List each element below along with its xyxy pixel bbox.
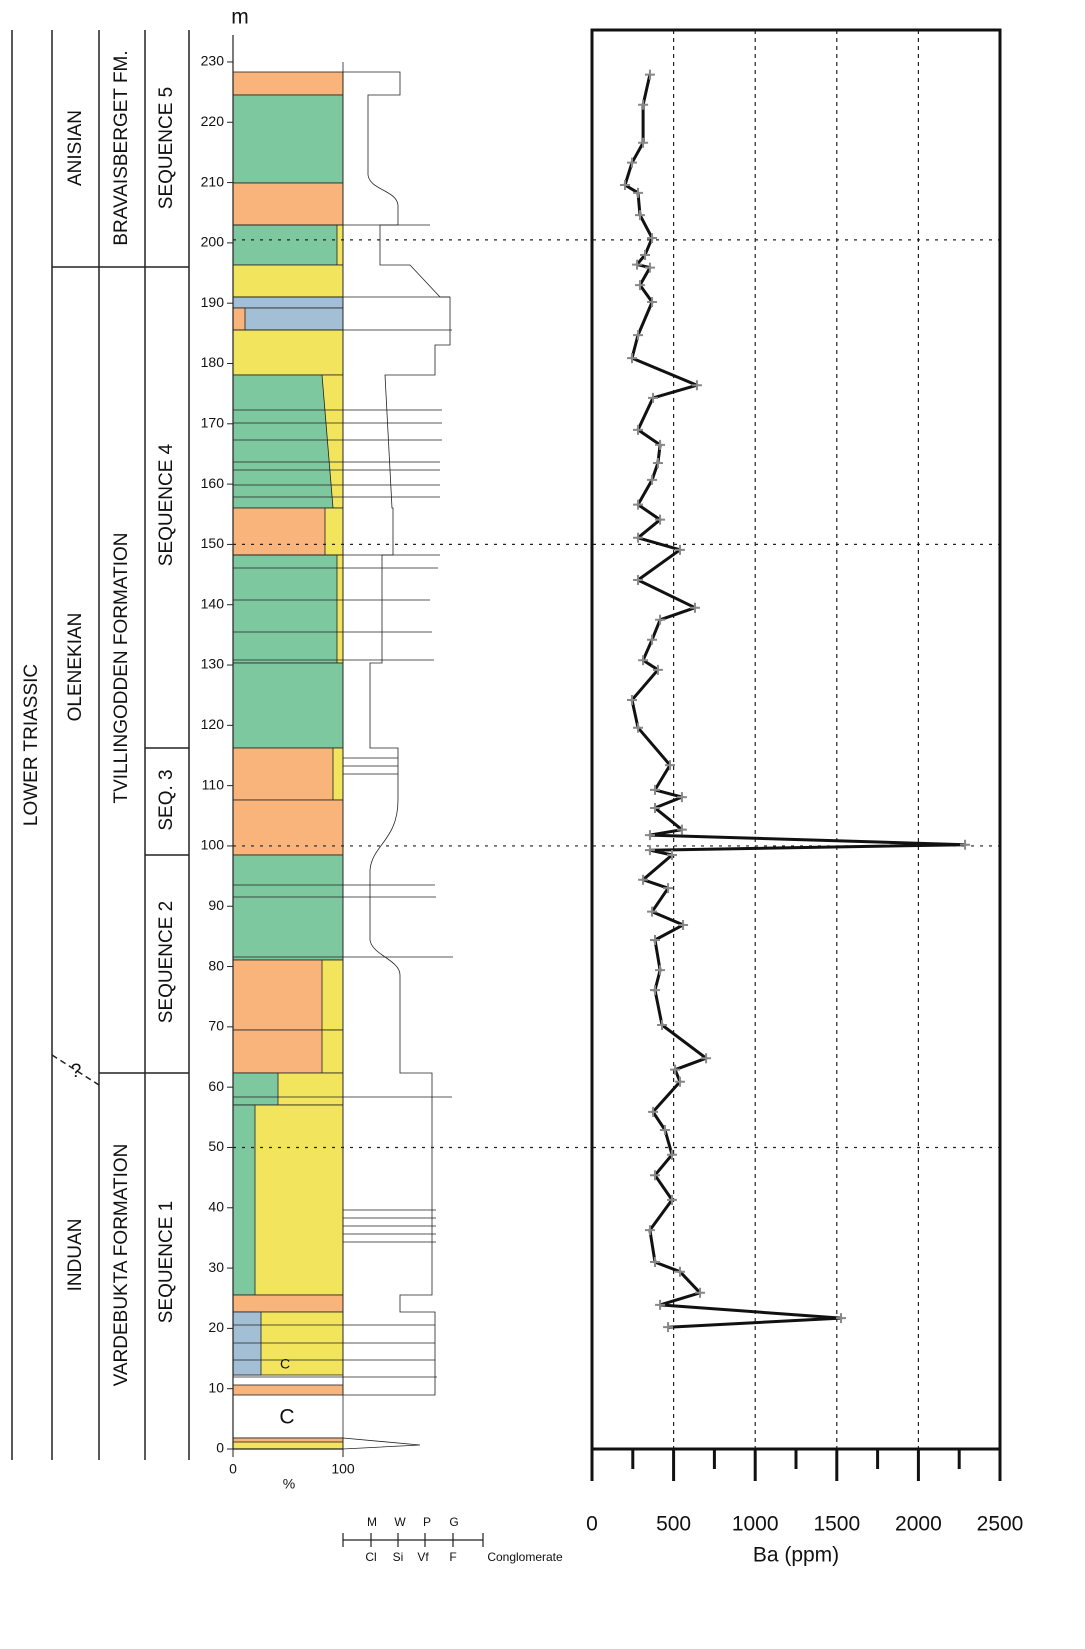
figure: LOWER TRIASSIC ANISIAN OLENEKIAN INDUAN … <box>0 0 1085 1644</box>
sequence-label: SEQUENCE 4 <box>156 443 177 566</box>
grain-size-label: P <box>423 1515 431 1529</box>
depth-tick-label: 120 <box>201 716 225 732</box>
column-label: C <box>279 1406 294 1429</box>
grain-size-label: W <box>394 1515 406 1529</box>
ba-point <box>633 330 643 340</box>
ba-point <box>645 830 655 840</box>
depth-tick-label: 130 <box>201 656 225 672</box>
stage-label: INDUAN <box>65 1219 86 1292</box>
ba-point <box>655 1300 665 1310</box>
x-axis-title: Ba (ppm) <box>753 1544 839 1567</box>
ba-point <box>627 353 637 363</box>
depth-tick-label: 70 <box>208 1018 224 1034</box>
percent-tick-label: 100 <box>331 1461 355 1477</box>
grain-size-label: M <box>367 1515 377 1529</box>
sequence-label: SEQUENCE 1 <box>156 1201 177 1323</box>
ba-point <box>638 100 648 110</box>
depth-tick-label: 140 <box>201 595 225 611</box>
percent-tick-label: 0 <box>229 1461 237 1477</box>
column-label: C <box>280 1356 290 1372</box>
lithology-column <box>233 62 453 1449</box>
depth-tick-label: 180 <box>201 354 225 370</box>
depth-tick-label: 20 <box>208 1319 224 1335</box>
formation-label: TVILLINGODDEN FORMATION <box>111 533 132 804</box>
depth-tick-label: 80 <box>208 957 224 973</box>
ba-point <box>647 635 657 645</box>
formation-label: VARDEBUKTA FORMATION <box>111 1144 132 1387</box>
ba-point <box>648 393 658 403</box>
depth-tick-label: 100 <box>201 837 225 853</box>
sequence-label: SEQUENCE 5 <box>156 87 177 209</box>
depth-tick-label: 170 <box>201 415 225 431</box>
depth-tick-label: 110 <box>202 776 225 792</box>
depth-tick-label: 10 <box>208 1379 224 1395</box>
ba-point <box>645 845 655 855</box>
ba-point <box>653 458 663 468</box>
ba-point <box>663 1322 673 1332</box>
stage-label: OLENEKIAN <box>65 613 86 722</box>
plot-frame <box>592 30 1000 1449</box>
x-tick-label: 500 <box>656 1513 691 1536</box>
stage-label: ANISIAN <box>65 110 86 186</box>
depth-tick-label: 150 <box>201 535 225 551</box>
depth-tick-label: 230 <box>201 53 225 69</box>
grain-size-label: Conglomerate <box>487 1550 563 1564</box>
uncertain-mark: ? <box>71 1061 82 1082</box>
ba-point <box>650 985 660 995</box>
system-label: LOWER TRIASSIC <box>21 664 42 826</box>
depth-tick-label: 50 <box>208 1138 224 1154</box>
ba-point <box>692 380 702 390</box>
depth-tick-label: 200 <box>201 234 225 250</box>
depth-tick-label: 30 <box>208 1259 224 1275</box>
sequence-label: SEQUENCE 2 <box>156 901 177 1023</box>
ba-point <box>960 840 970 850</box>
x-tick-label: 0 <box>586 1513 598 1536</box>
depth-tick-label: 220 <box>201 113 225 129</box>
ba-point <box>677 792 687 802</box>
depth-tick-label: 60 <box>208 1078 224 1094</box>
depth-tick-label: 40 <box>208 1198 224 1214</box>
ba-point <box>690 603 700 613</box>
grain-size-legend <box>343 1533 483 1547</box>
depth-tick-label: 160 <box>201 475 225 491</box>
grain-size-label: G <box>449 1515 458 1529</box>
depth-unit: m <box>231 6 249 29</box>
ba-point <box>836 1313 846 1323</box>
ba-point <box>650 1257 660 1267</box>
depth-tick-label: 190 <box>201 294 225 310</box>
sequence-label: SEQ. 3 <box>156 769 177 830</box>
x-tick-label: 1000 <box>732 1513 779 1536</box>
percent-label: % <box>283 1476 295 1492</box>
ba-line <box>625 75 965 1328</box>
formation-label: BRAVAISBERGET FM. <box>111 50 132 245</box>
x-tick-label: 2500 <box>977 1513 1024 1536</box>
grain-size-label: Vf <box>417 1550 429 1564</box>
ba-point <box>670 1065 680 1075</box>
grain-size-label: Cl <box>365 1550 376 1564</box>
x-tick-label: 1500 <box>813 1513 860 1536</box>
ba-point <box>645 70 655 80</box>
ba-point <box>655 965 665 975</box>
grain-size-label: Si <box>393 1550 404 1564</box>
depth-tick-label: 0 <box>216 1440 224 1456</box>
depth-tick-label: 90 <box>208 897 224 913</box>
grain-size-label: F <box>449 1550 456 1564</box>
x-tick-label: 2000 <box>895 1513 942 1536</box>
depth-tick-label: 210 <box>201 173 225 189</box>
ba-point <box>655 615 665 625</box>
